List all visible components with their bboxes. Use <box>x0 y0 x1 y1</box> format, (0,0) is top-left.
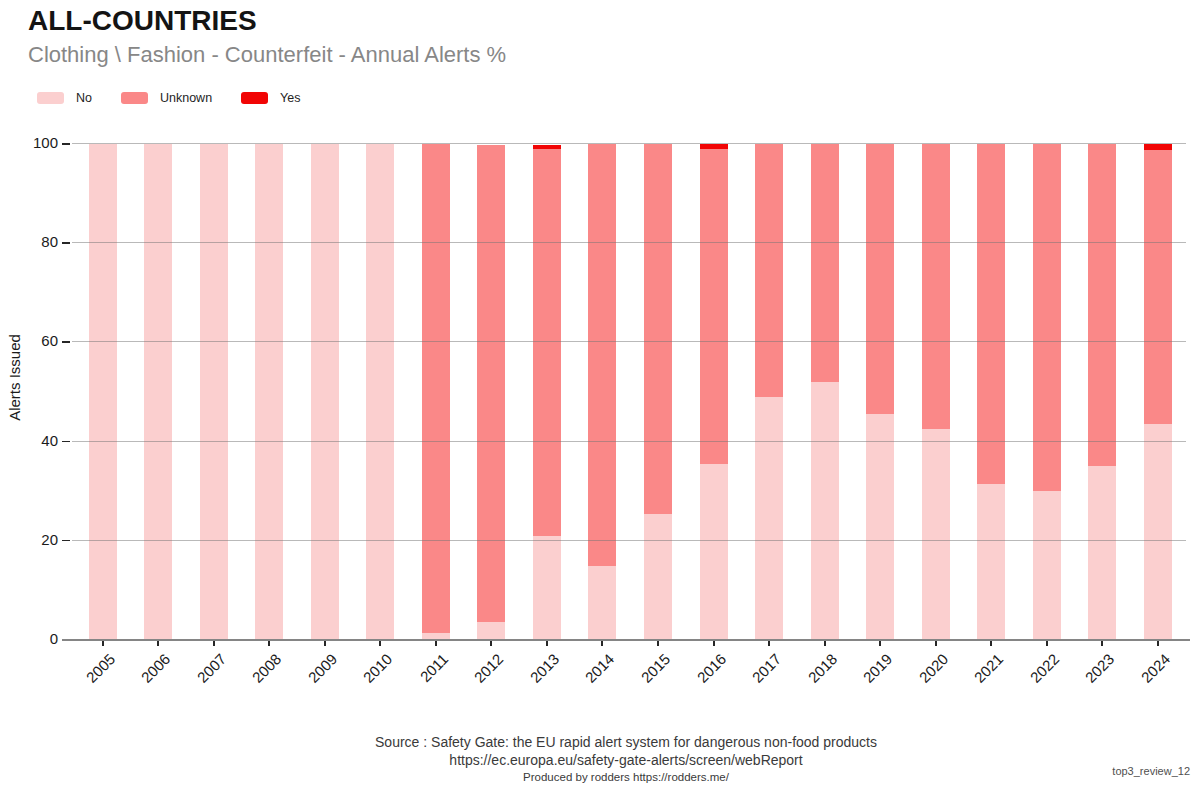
legend: No Unknown Yes <box>37 91 330 105</box>
x-tick-2021 <box>990 641 992 646</box>
bar-2015-unknown <box>644 144 672 514</box>
footer-url: https://ec.europa.eu/safety-gate-alerts/… <box>62 752 1190 768</box>
legend-swatch-yes <box>241 92 268 104</box>
x-tick-2012 <box>490 641 492 646</box>
bar-2006-no <box>144 144 172 640</box>
bar-2016-yes <box>700 144 728 149</box>
bar-2008-no <box>255 144 283 640</box>
x-tick-2023 <box>1101 641 1103 646</box>
bar-2014-unknown <box>588 144 616 566</box>
bar-2021-no <box>977 484 1005 640</box>
x-axis-line <box>62 639 1190 641</box>
chart-subtitle: Clothing \ Fashion - Counterfeit - Annua… <box>28 42 506 68</box>
bar-2012-no <box>477 622 505 640</box>
y-tick-label-20: 20 <box>14 531 58 548</box>
bar-2016-no <box>700 464 728 640</box>
bar-2020-unknown <box>922 144 950 429</box>
gridline-40 <box>72 441 1186 442</box>
bar-2011-unknown <box>422 144 450 633</box>
bar-2018-unknown <box>811 144 839 382</box>
x-tick-2022 <box>1046 641 1048 646</box>
x-tick-2019 <box>879 641 881 646</box>
bar-2012-unknown <box>477 145 505 622</box>
x-tick-2014 <box>601 641 603 646</box>
bar-2022-no <box>1033 491 1061 640</box>
y-tick-20 <box>62 540 70 542</box>
bar-2024-no <box>1144 424 1172 640</box>
gridline-100 <box>72 143 1186 144</box>
bar-2019-no <box>866 414 894 640</box>
plot-area <box>72 144 1186 640</box>
gridline-60 <box>72 341 1186 342</box>
y-tick-label-100: 100 <box>14 134 58 151</box>
bar-2024-yes <box>1144 144 1172 150</box>
x-tick-2016 <box>713 641 715 646</box>
legend-label-yes: Yes <box>280 91 300 105</box>
bar-2019-unknown <box>866 144 894 414</box>
bar-2009-no <box>311 144 339 640</box>
bar-2017-no <box>755 397 783 640</box>
bar-2021-unknown <box>977 144 1005 484</box>
y-tick-label-60: 60 <box>14 332 58 349</box>
bar-2022-unknown <box>1033 144 1061 491</box>
x-tick-2005 <box>102 641 104 646</box>
y-tick-label-40: 40 <box>14 432 58 449</box>
y-tick-80 <box>62 242 70 244</box>
x-tick-2013 <box>546 641 548 646</box>
bar-2024-unknown <box>1144 150 1172 424</box>
x-tick-2008 <box>268 641 270 646</box>
bar-2017-unknown <box>755 144 783 397</box>
bar-2010-no <box>366 144 394 640</box>
gridline-20 <box>72 540 1186 541</box>
bar-2023-unknown <box>1088 144 1116 466</box>
y-tick-60 <box>62 341 70 343</box>
y-tick-100 <box>62 143 70 145</box>
legend-swatch-unknown <box>121 92 148 104</box>
bar-2013-unknown <box>533 149 561 536</box>
bar-2023-no <box>1088 466 1116 640</box>
x-tick-2010 <box>379 641 381 646</box>
x-tick-2017 <box>768 641 770 646</box>
bar-2013-no <box>533 536 561 640</box>
y-tick-label-0: 0 <box>14 630 58 647</box>
x-tick-2011 <box>435 641 437 646</box>
x-tick-2007 <box>213 641 215 646</box>
x-tick-2015 <box>657 641 659 646</box>
x-tick-2006 <box>157 641 159 646</box>
x-tick-2024 <box>1157 641 1159 646</box>
chart-figure: ALL-COUNTRIES Clothing \ Fashion - Count… <box>0 0 1200 800</box>
legend-label-unknown: Unknown <box>160 91 212 105</box>
bar-2020-no <box>922 429 950 640</box>
chart-title: ALL-COUNTRIES <box>28 5 257 37</box>
legend-label-no: No <box>76 91 92 105</box>
y-tick-label-80: 80 <box>14 233 58 250</box>
watermark: top3_review_12 <box>1112 765 1190 777</box>
y-tick-40 <box>62 441 70 443</box>
footer-source: Source : Safety Gate: the EU rapid alert… <box>62 734 1190 750</box>
x-tick-2018 <box>824 641 826 646</box>
bar-2018-no <box>811 382 839 640</box>
legend-swatch-no <box>37 92 64 104</box>
x-tick-2020 <box>935 641 937 646</box>
x-tick-2009 <box>324 641 326 646</box>
bar-2005-no <box>89 144 117 640</box>
bar-2014-no <box>588 566 616 640</box>
bar-2007-no <box>200 144 228 640</box>
bar-2015-no <box>644 514 672 640</box>
gridline-80 <box>72 242 1186 243</box>
footer-produced: Produced by rodders https://rodders.me/ <box>62 771 1190 783</box>
bar-2013-yes <box>533 145 561 149</box>
bar-2016-unknown <box>700 149 728 464</box>
